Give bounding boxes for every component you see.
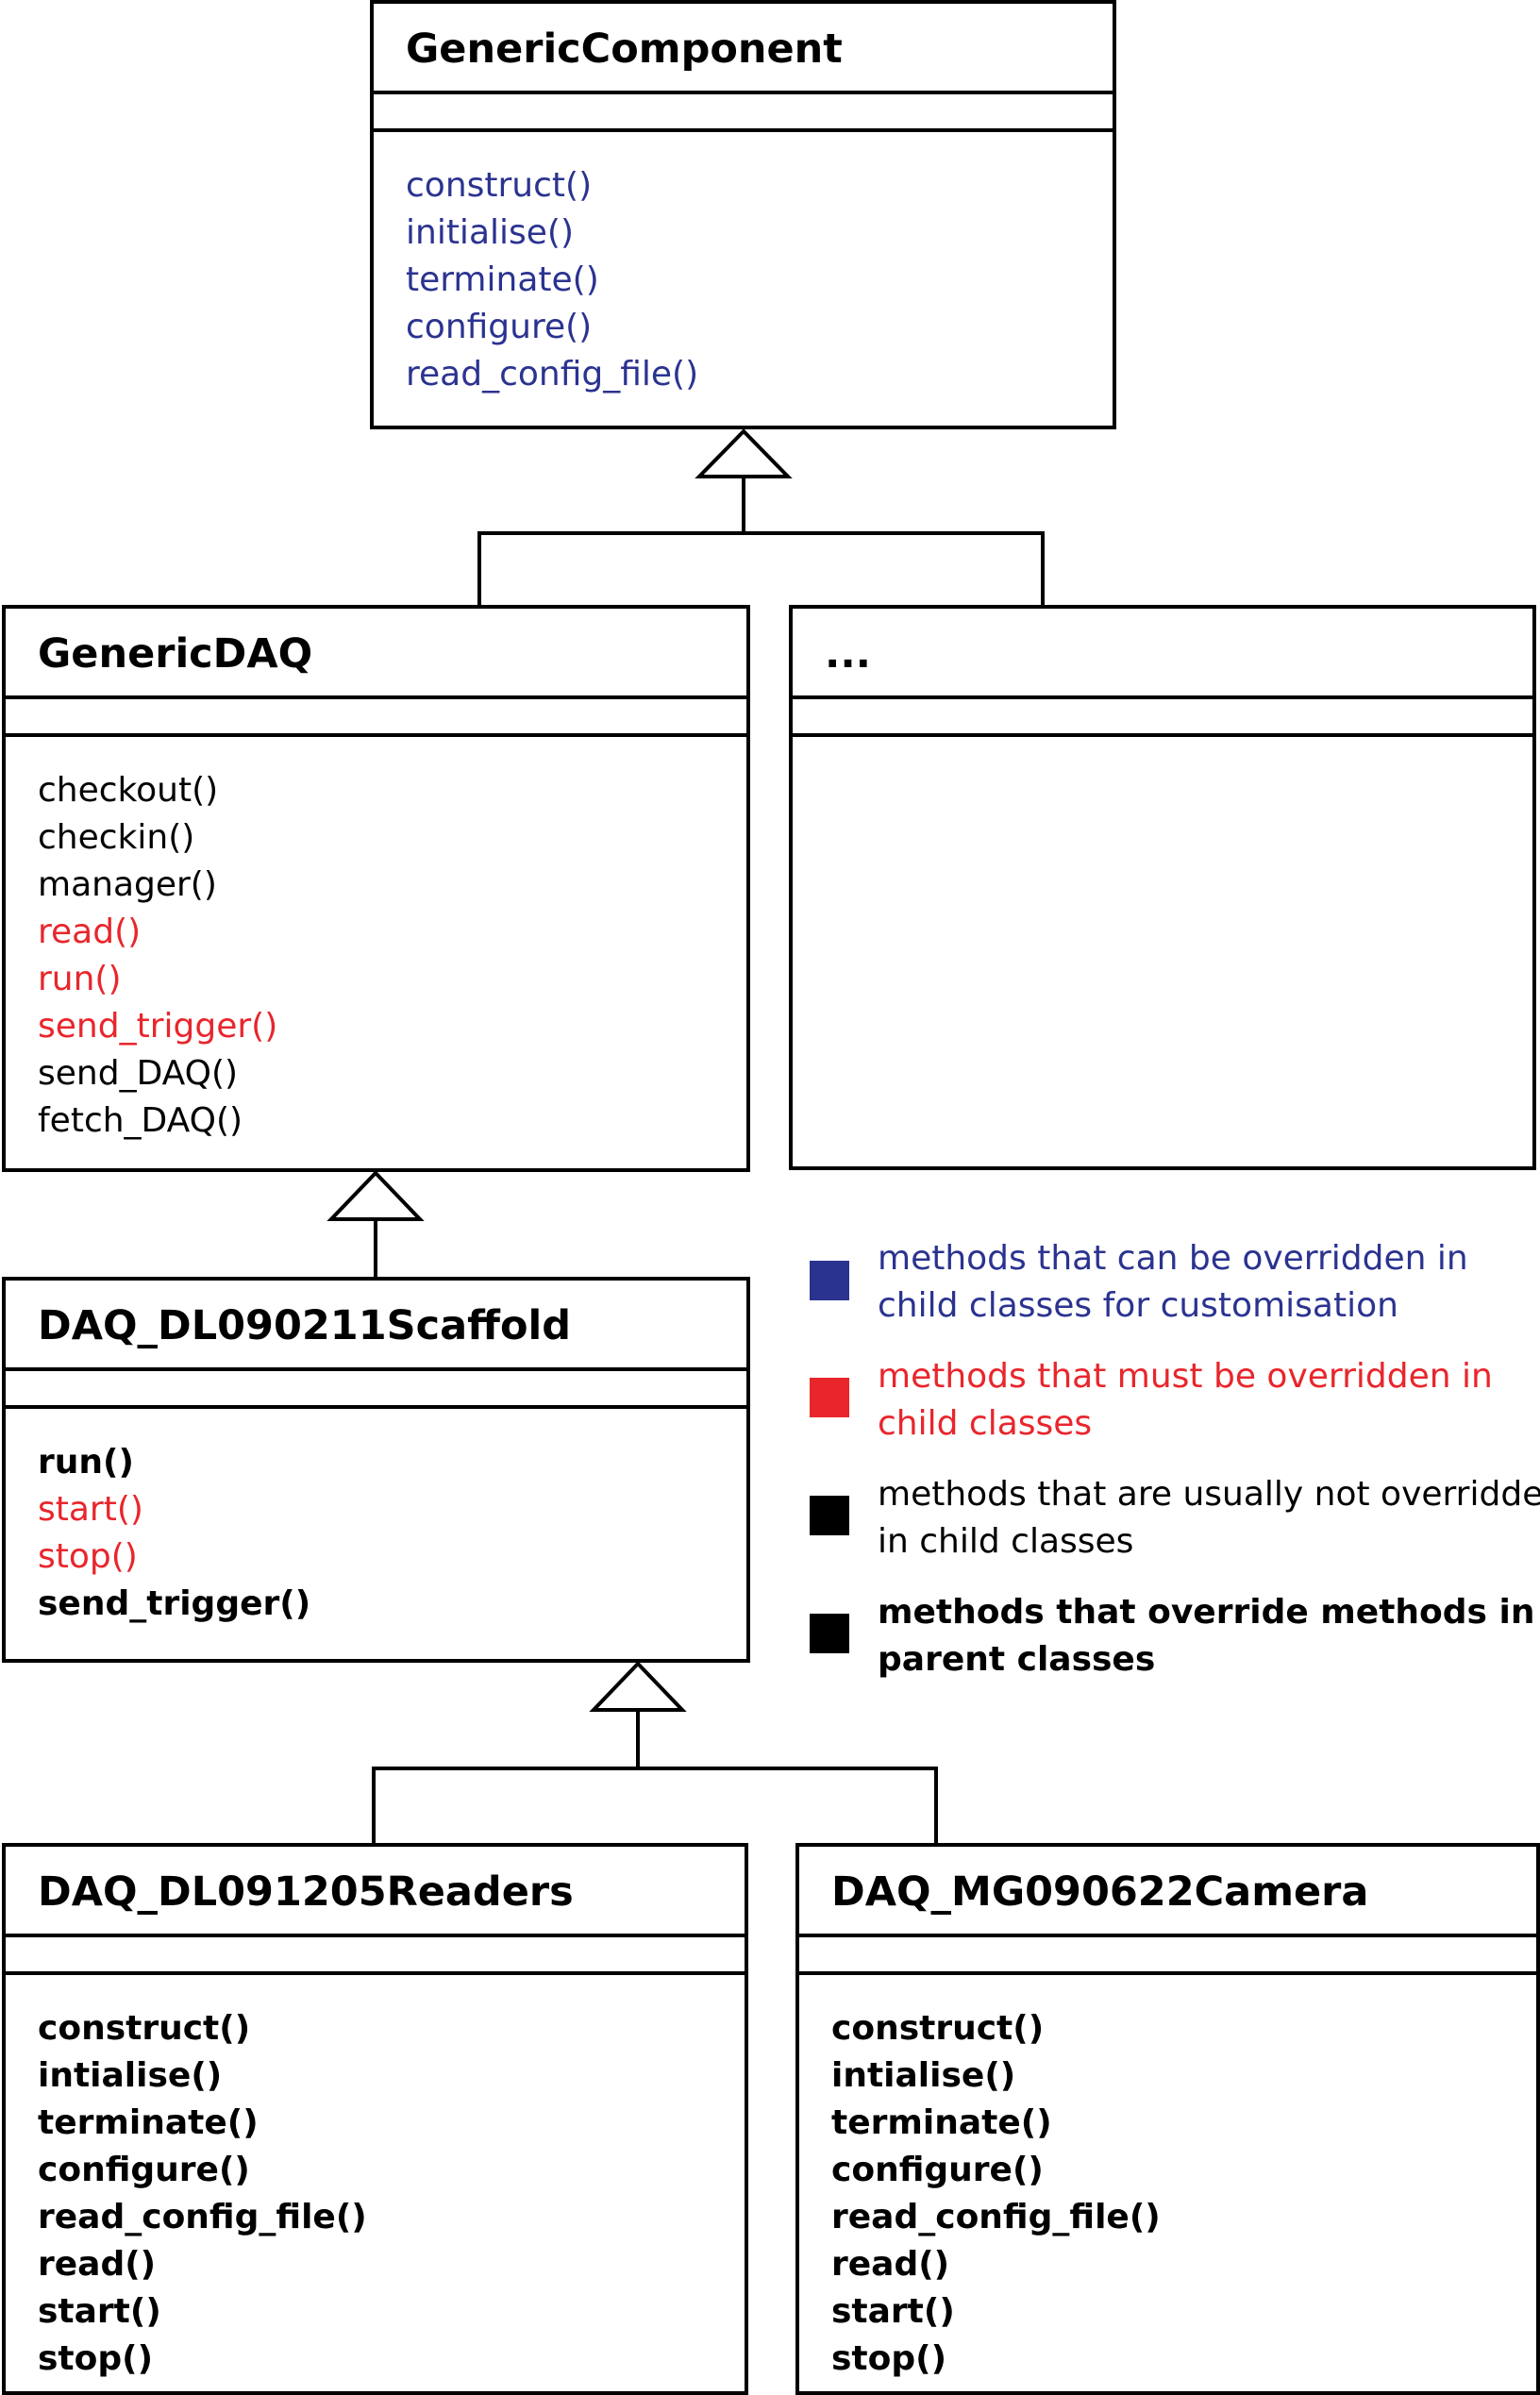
legend-swatch-overrides [810, 1614, 849, 1653]
method: start() [38, 1490, 143, 1529]
methods-section: construct() initialise() terminate() con… [374, 132, 1113, 398]
class-generic-daq: GenericDAQ checkout() checkin() manager(… [2, 605, 750, 1172]
attributes-section [793, 699, 1532, 737]
method: read() [831, 2245, 950, 2284]
legend-swatch-normal [810, 1496, 849, 1535]
legend-text-overridable: methods that can be overridden in child … [878, 1239, 1468, 1325]
legend-text-normal: methods that are usually not overridden … [878, 1475, 1540, 1561]
method: read() [38, 2245, 157, 2284]
method: stop() [831, 2339, 947, 2378]
attributes-section [799, 1937, 1536, 1975]
class-name: GenericDAQ [6, 609, 746, 699]
class-name: DAQ_DL091205Readers [6, 1847, 745, 1937]
method: fetch_DAQ() [38, 1101, 243, 1140]
method: initialise() [406, 213, 574, 252]
method: configure() [38, 2151, 250, 2189]
method: run() [38, 960, 122, 998]
legend-text-must-override: methods that must be overridden in child… [878, 1357, 1493, 1443]
method: intialise() [38, 2056, 223, 2095]
method: construct() [38, 2009, 251, 2048]
methods-section: construct() intialise() terminate() conf… [6, 1975, 745, 2383]
class-name: ... [793, 609, 1532, 699]
method: send_trigger() [38, 1584, 311, 1623]
attributes-section [374, 94, 1113, 132]
attributes-section [6, 1937, 745, 1975]
method: stop() [38, 2339, 154, 2378]
method: read_config_file() [831, 2198, 1161, 2236]
method: send_DAQ() [38, 1054, 239, 1093]
class-generic-component: GenericComponent construct() initialise(… [370, 0, 1116, 429]
method: run() [38, 1443, 134, 1482]
inheritance-arrow-scaffold [589, 1661, 687, 1712]
method: manager() [38, 865, 217, 904]
method: terminate() [406, 260, 599, 299]
class-camera: DAQ_MG090622Camera construct() intialise… [795, 1843, 1540, 2395]
class-readers: DAQ_DL091205Readers construct() intialis… [2, 1843, 748, 2395]
legend-swatch-must-override [810, 1378, 849, 1417]
attributes-section [6, 699, 746, 737]
method: checkout() [38, 771, 219, 810]
class-other: ... [789, 605, 1536, 1170]
method: intialise() [831, 2056, 1016, 2095]
method: stop() [38, 1537, 138, 1576]
method: checkin() [38, 818, 195, 857]
method: terminate() [831, 2103, 1052, 2142]
method: construct() [406, 166, 593, 205]
attributes-section [6, 1371, 746, 1409]
method: configure() [831, 2151, 1044, 2189]
methods-section: checkout() checkin() manager() read() ru… [6, 737, 746, 1145]
method: send_trigger() [38, 1007, 278, 1046]
inheritance-arrow-generic-component [695, 428, 793, 478]
method: start() [831, 2292, 955, 2331]
method: read() [38, 913, 142, 951]
class-name: DAQ_DL090211Scaffold [6, 1281, 746, 1371]
method: read_config_file() [38, 2198, 367, 2236]
inheritance-arrow-generic-daq [326, 1170, 425, 1221]
methods-section: run() start() stop() send_trigger() [6, 1409, 746, 1628]
class-scaffold: DAQ_DL090211Scaffold run() start() stop(… [2, 1277, 750, 1663]
legend-swatch-overridable [810, 1261, 849, 1300]
method: terminate() [38, 2103, 259, 2142]
methods-section: construct() intialise() terminate() conf… [799, 1975, 1536, 2383]
method: start() [38, 2292, 161, 2331]
method: configure() [406, 308, 593, 346]
class-name: GenericComponent [374, 4, 1113, 94]
method: read_config_file() [406, 355, 699, 394]
legend-text-overrides: methods that override methods in parent … [878, 1593, 1535, 1679]
method: construct() [831, 2009, 1045, 2048]
class-name: DAQ_MG090622Camera [799, 1847, 1536, 1937]
